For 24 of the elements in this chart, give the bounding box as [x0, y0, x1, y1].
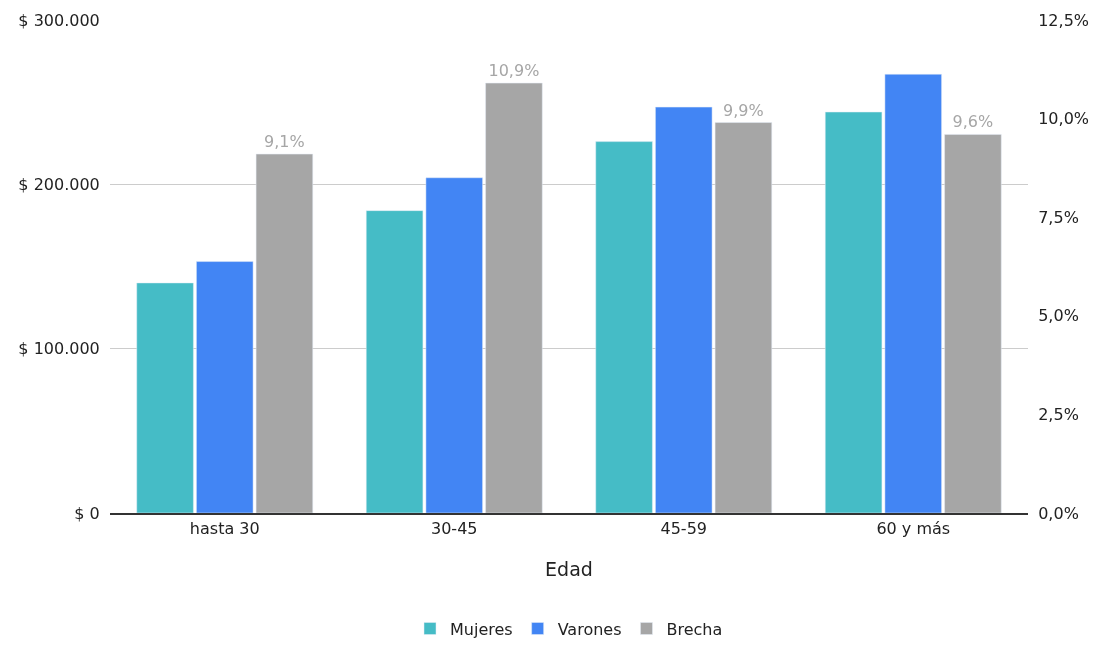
- legend-label: Brecha: [666, 619, 723, 639]
- y2-tick-label: 5,0%: [1038, 306, 1079, 326]
- data-label: 9,9%: [723, 100, 764, 120]
- y2-tick-label: 10,0%: [1038, 109, 1090, 129]
- x-tick-label: 60 y más: [876, 519, 951, 539]
- bar: [136, 282, 194, 513]
- x-tick-label: 45-59: [660, 519, 707, 539]
- y-tick-label: $ 100.000: [18, 339, 100, 359]
- legend-label: Mujeres: [450, 619, 513, 639]
- legend-label: Varones: [557, 619, 622, 639]
- data-label: 9,6%: [952, 112, 994, 132]
- y2-tick-label: 2,5%: [1038, 405, 1079, 424]
- y-tick-label: $ 300.000: [18, 10, 100, 30]
- data-label: 10,9%: [488, 61, 540, 81]
- y2-tick-label: 12,5%: [1038, 10, 1090, 30]
- bar: [595, 141, 653, 513]
- y-tick-label: $ 0: [74, 503, 100, 523]
- data-label: 9,1%: [264, 132, 305, 152]
- y2-tick-label: 7,5%: [1038, 207, 1079, 227]
- x-tick-label: 30-45: [431, 519, 478, 539]
- y-tick-label: $ 200.000: [18, 174, 100, 194]
- y2-tick-label: 0,0%: [1038, 503, 1079, 523]
- x-tick-label: hasta 30: [189, 519, 260, 539]
- x-axis-title: Edad: [545, 557, 593, 580]
